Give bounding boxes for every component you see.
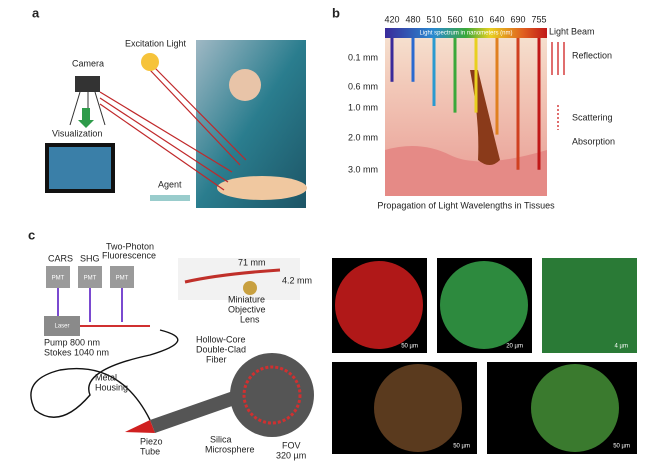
ray [99, 103, 225, 191]
label: 4.2 mm [282, 275, 312, 285]
label: Fluorescence [102, 250, 156, 260]
light-rays [99, 67, 247, 191]
depths: 0.1 mm 0.6 mm 1.0 mm 2.0 mm 3.0 mm [348, 52, 378, 174]
label: Absorption [572, 136, 615, 146]
patient [217, 176, 307, 200]
label: Light Beam [549, 26, 595, 36]
probe-tip [125, 420, 155, 433]
label: Fiber [206, 354, 227, 364]
wavelength-label: 640 [489, 14, 504, 24]
spectrum-bar [385, 28, 547, 38]
camera-icon [75, 76, 100, 92]
scale-bar: 50 µm [453, 444, 470, 450]
image-content [335, 261, 423, 349]
depth-label: 0.6 mm [348, 81, 378, 91]
label: SHG [80, 253, 100, 263]
depth-label: 3.0 mm [348, 164, 378, 174]
label: Excitation Light [125, 38, 187, 48]
label: 71 mm [238, 257, 266, 267]
wavelength-label: 510 [426, 14, 441, 24]
sun-icon [141, 53, 159, 71]
depth-label: 0.1 mm [348, 52, 378, 62]
label: Hollow-Core [196, 334, 246, 344]
label: Two-Photon [106, 241, 154, 251]
label: Reflection [572, 50, 612, 60]
image [542, 258, 637, 353]
panel-label: b [332, 5, 340, 20]
depth-label: 1.0 mm [348, 102, 378, 112]
depth-label: 2.0 mm [348, 132, 378, 142]
fiber [30, 329, 179, 421]
ray [99, 97, 229, 183]
label: Housing [95, 382, 128, 392]
label: Double-Clad [196, 344, 246, 354]
scale-bar: 4 µm [615, 344, 628, 350]
label: 320 µm [276, 450, 306, 460]
label: Lens [240, 314, 260, 324]
caption: Propagation of Light Wavelengths in Tiss… [377, 200, 555, 210]
label: Tube [140, 446, 160, 456]
pmt-label: PMT [52, 276, 65, 282]
beam-arrows [551, 42, 565, 130]
label: Agent [158, 179, 182, 189]
image-content [374, 364, 462, 452]
arrow [78, 108, 94, 128]
pmt [110, 266, 134, 288]
ray [149, 69, 241, 166]
label: Metal [95, 372, 117, 382]
label: Silica [210, 434, 232, 444]
wavelength-label: 480 [405, 14, 420, 24]
surgeon-head [229, 69, 261, 101]
monitor-screen [49, 147, 111, 189]
label: Pump 800 nm [44, 337, 100, 347]
laser-label: Laser [54, 324, 69, 330]
scan-pattern [242, 365, 302, 425]
pmt [78, 266, 102, 288]
label: Piezo [140, 436, 163, 446]
wavelength-label: 690 [510, 14, 525, 24]
deep-tissue [385, 146, 547, 196]
pmt-label: PMT [84, 276, 97, 282]
spectrum-label: Light spectrum in nanometers (nm) [419, 31, 512, 37]
label: Camera [72, 58, 104, 68]
scale-bar: 50 µm [401, 344, 418, 350]
wavelength-label: 755 [531, 14, 546, 24]
label: FOV [282, 440, 301, 450]
label: CARS [48, 253, 73, 263]
pmt-label: PMT [116, 276, 129, 282]
pmt [46, 266, 70, 288]
scale-bar: 20 µm [506, 344, 523, 350]
ray [99, 91, 233, 173]
label: Miniature [228, 294, 265, 304]
scan-field [230, 353, 314, 437]
image-content [440, 261, 528, 349]
wavelength-label: 610 [468, 14, 483, 24]
label: Objective [228, 304, 266, 314]
label: Microsphere [205, 444, 255, 454]
wavelength-label: 560 [447, 14, 462, 24]
scale-bar: 50 µm [613, 444, 630, 450]
syringe [150, 195, 190, 201]
panel-label: c [28, 227, 35, 242]
label: Visualization [52, 128, 102, 138]
image-content [531, 364, 619, 452]
laser [44, 316, 80, 336]
probe [184, 268, 281, 284]
wavelength-label: 420 [384, 14, 399, 24]
wavelengths: 420 480 510 560 610 640 690 755 [384, 14, 547, 170]
label: Stokes 1040 nm [44, 347, 109, 357]
panel-label: a [32, 5, 40, 20]
label: Scattering [572, 112, 613, 122]
coin [243, 281, 257, 295]
probe-body [150, 385, 255, 433]
ray [154, 67, 247, 161]
